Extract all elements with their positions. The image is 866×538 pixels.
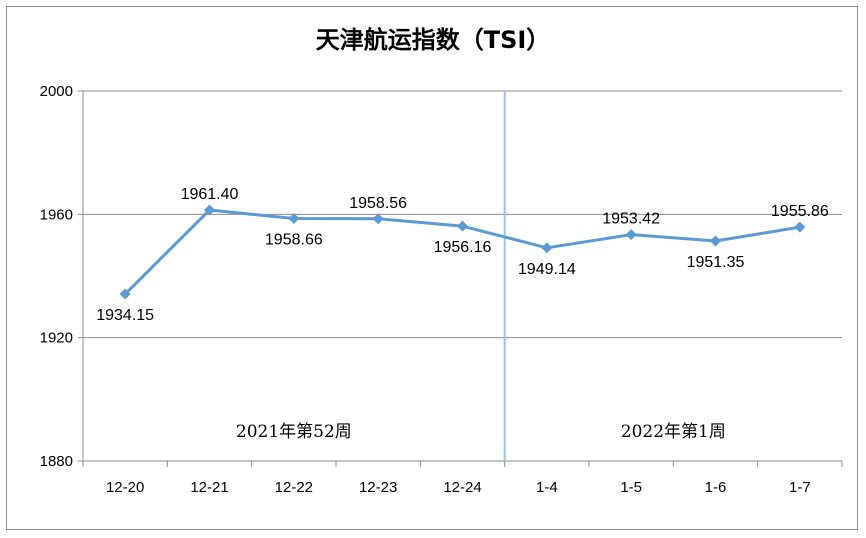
chart-title: 天津航运指数（TSI） — [316, 26, 551, 54]
x-tick-1-4: 1-4 — [536, 479, 558, 496]
data-label-12-24: 1956.16 — [434, 239, 492, 256]
data-point-12-24 — [457, 220, 468, 232]
data-point-12-20 — [119, 288, 131, 300]
y-tick-labels: 1880 1920 1960 2000 — [40, 83, 73, 470]
data-label-12-23: 1958.56 — [349, 195, 407, 212]
data-point-1-5 — [625, 229, 637, 241]
gridlines — [83, 90, 842, 339]
data-label-1-6: 1951.35 — [687, 254, 745, 271]
x-tick-12-21: 12-21 — [190, 479, 228, 496]
data-labels: 1934.15 1961.40 1958.66 1958.56 1956.16 1949.… — [96, 186, 829, 324]
data-point-1-6 — [710, 235, 721, 247]
y-tick-1960: 1960 — [40, 206, 73, 223]
x-tick-12-24: 12-24 — [443, 479, 481, 496]
x-tick-1-5: 1-5 — [620, 479, 642, 496]
axes — [78, 90, 843, 467]
data-point-12-23 — [372, 213, 384, 225]
week-labels: 2021年第52周 2022年第1周 — [236, 422, 726, 442]
data-point-12-22 — [288, 212, 300, 224]
series-line — [119, 204, 806, 300]
chart-frame — [6, 6, 858, 530]
data-label-1-7: 1955.86 — [771, 203, 829, 220]
y-tick-1920: 1920 — [40, 330, 73, 347]
data-label-12-20: 1934.15 — [96, 307, 154, 324]
x-tick-labels: 12-20 12-21 12-22 12-23 12-24 1-4 1-5 1-6 1-7 — [106, 479, 811, 496]
x-tick-1-6: 1-6 — [705, 479, 727, 496]
y-tick-2000: 2000 — [40, 83, 73, 100]
data-label-1-4: 1949.14 — [518, 261, 576, 278]
x-tick-1-7: 1-7 — [789, 479, 811, 496]
week-label-2022-1: 2022年第1周 — [621, 422, 726, 442]
x-tick-12-23: 12-23 — [359, 479, 397, 496]
data-point-1-7 — [794, 221, 806, 233]
week-label-2021-52: 2021年第52周 — [236, 422, 352, 442]
data-label-12-22: 1958.66 — [265, 231, 323, 248]
data-label-1-5: 1953.42 — [602, 211, 660, 228]
y-tick-1880: 1880 — [40, 453, 73, 470]
data-label-12-21: 1961.40 — [181, 186, 239, 203]
x-tick-12-22: 12-22 — [275, 479, 313, 496]
data-point-12-21 — [204, 204, 215, 216]
data-point-1-4 — [541, 242, 553, 254]
x-tick-12-20: 12-20 — [106, 479, 144, 496]
